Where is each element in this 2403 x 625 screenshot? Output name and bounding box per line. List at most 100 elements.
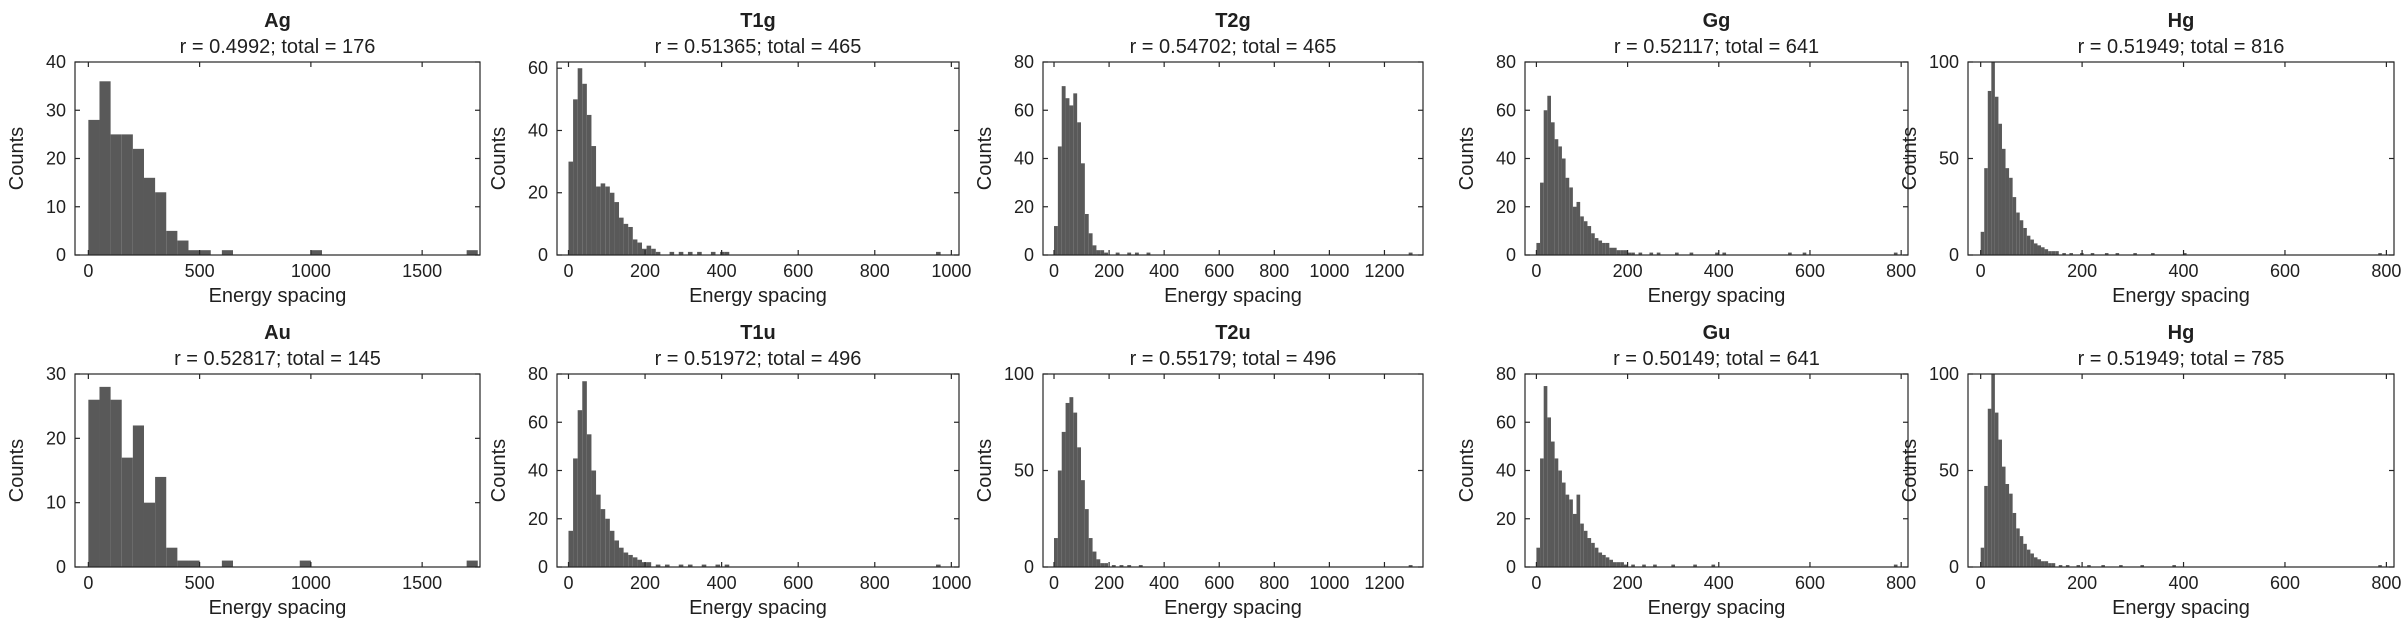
histogram-bar — [632, 557, 638, 567]
histogram-bar — [678, 251, 684, 255]
histogram-bar — [2133, 253, 2137, 255]
x-tick-label: 0 — [1976, 573, 1986, 593]
histogram-bar — [143, 502, 156, 567]
histogram-bar — [1631, 252, 1635, 255]
histogram-bar — [2048, 251, 2052, 255]
histogram-bar — [605, 186, 610, 255]
chart-title: Hg — [2168, 10, 2195, 32]
y-tick-label: 40 — [528, 461, 548, 481]
histogram-bar — [221, 560, 233, 567]
histogram-bar — [641, 248, 647, 255]
histogram-bar — [1146, 252, 1151, 255]
histogram-bar — [1620, 250, 1624, 255]
x-tick-label: 1000 — [931, 573, 971, 593]
histogram-bars — [1536, 95, 1898, 256]
histogram-bar — [1061, 431, 1066, 567]
x-tick-label: 600 — [2270, 261, 2300, 281]
histogram-bar — [1605, 557, 1610, 567]
y-axis-label: Counts — [488, 127, 510, 190]
histogram-bar — [582, 83, 587, 255]
histogram-bar — [936, 251, 941, 255]
histogram-bar — [2044, 249, 2049, 255]
histogram-bar — [1550, 122, 1555, 255]
histogram-bar — [2058, 565, 2063, 567]
histogram-bar — [591, 470, 597, 567]
histogram-bar — [310, 250, 323, 255]
histogram-bar — [1096, 559, 1101, 567]
histogram-bars — [1054, 397, 1413, 567]
histogram-bar — [1100, 250, 1105, 255]
histogram-bar — [1096, 250, 1101, 255]
x-tick-label: 200 — [1613, 261, 1643, 281]
histogram-bar — [1980, 547, 1985, 567]
y-tick-label: 100 — [1929, 52, 1959, 72]
histogram-bar — [2009, 493, 2013, 567]
y-tick-label: 0 — [538, 245, 548, 265]
y-tick-label: 20 — [1496, 197, 1516, 217]
histogram-bar — [2001, 466, 2006, 567]
histogram-bar — [1613, 247, 1617, 255]
x-axis-label: Energy spacing — [2112, 597, 2250, 619]
histogram-bar — [88, 119, 100, 256]
histogram-bar — [1591, 542, 1595, 568]
histogram-bar — [1119, 565, 1124, 567]
histogram-bar — [2051, 251, 2056, 255]
x-tick-label: 200 — [2067, 573, 2097, 593]
histogram-bar — [2378, 253, 2382, 255]
histogram-bar — [2151, 253, 2155, 255]
histogram-bar — [1561, 158, 1566, 255]
histogram-bar — [1602, 242, 1606, 255]
histogram-bar — [1561, 482, 1566, 567]
histogram-bar — [586, 434, 592, 567]
histogram-bar — [1081, 480, 1085, 567]
y-tick-label: 20 — [528, 509, 548, 529]
chart-title: T2g — [1215, 10, 1251, 32]
histogram-bar — [605, 518, 610, 567]
histogram-bar — [1689, 252, 1694, 255]
histogram-bar — [1980, 231, 1985, 255]
histogram-bar — [641, 562, 647, 567]
histogram-bar — [600, 183, 606, 255]
histogram-bar — [1073, 412, 1078, 567]
x-tick-label: 800 — [1259, 261, 1289, 281]
y-axis-label: Counts — [974, 439, 996, 502]
y-tick-label: 0 — [1024, 557, 1034, 577]
histogram-bar — [632, 239, 638, 255]
histogram-bar — [1069, 105, 1074, 255]
x-tick-label: 200 — [1094, 261, 1124, 281]
y-axis-label: Counts — [6, 439, 28, 502]
y-tick-label: 0 — [56, 245, 66, 265]
histogram-bar — [1991, 374, 1995, 567]
histogram-bar — [1583, 530, 1588, 567]
histogram-bar — [701, 564, 707, 567]
x-tick-label: 0 — [1049, 573, 1059, 593]
y-tick-label: 0 — [538, 557, 548, 577]
histogram-bars — [1054, 86, 1413, 256]
histogram-bar — [687, 251, 693, 255]
axes-box — [1042, 61, 1424, 256]
histogram-bar — [678, 564, 684, 567]
x-axis-label: Energy spacing — [689, 597, 827, 619]
chart-panel-9: 0 200 400 600 800 0 20 40 60 80 Gu r = 0.50149; tot… — [1456, 322, 1916, 619]
histogram-bar — [1408, 252, 1413, 255]
histogram-bar — [2019, 536, 2024, 567]
histogram-bar — [637, 242, 642, 255]
histogram-bar — [2016, 528, 2020, 567]
histogram-bar — [724, 564, 730, 567]
chart-panel-5: 0 200 400 600 800 0 50 100 Hg r = 0.51949; total … — [1899, 10, 2401, 307]
histogram-bar — [1998, 123, 2002, 255]
chart-title: Gu — [1703, 322, 1731, 344]
histogram-bar — [2033, 557, 2038, 567]
histogram-bar — [2001, 148, 2006, 255]
histogram-bar — [2183, 253, 2187, 255]
histogram-bar — [1104, 563, 1108, 567]
histogram-bar — [99, 81, 111, 255]
histogram-bar — [655, 251, 661, 255]
histogram-bar — [628, 554, 633, 567]
histogram-bar — [166, 230, 178, 256]
histogram-bar — [1583, 221, 1588, 255]
x-tick-label: 0 — [563, 573, 573, 593]
histogram-bar — [2005, 168, 2010, 255]
x-tick-label: 800 — [2371, 261, 2401, 281]
histogram-bar — [591, 146, 597, 255]
